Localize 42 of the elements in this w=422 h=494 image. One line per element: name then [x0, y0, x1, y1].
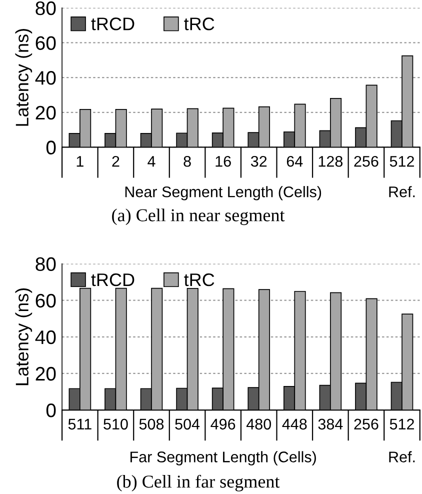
x-tick-label: 256: [354, 418, 378, 430]
text: (b) Cell in far segment: [117, 474, 280, 492]
x-tick-label: 480: [246, 418, 272, 430]
text: Ref.: [389, 451, 415, 462]
y-axis-title: Latency (ns): [15, 288, 32, 386]
x-tick-label: 496: [210, 418, 236, 430]
x-tick-label: 508: [139, 418, 164, 430]
x-tick-label: 511: [68, 418, 92, 430]
x-tick-label: 512: [390, 418, 414, 430]
x-tick-label: 128: [318, 156, 343, 167]
x-tick-label: 384: [318, 418, 343, 430]
x-tick-label: 8: [184, 156, 191, 167]
text: Ref.: [389, 186, 415, 198]
y-axis-title: Latency (ns): [15, 29, 32, 126]
x-axis-title: Far Segment Length (Cells): [130, 451, 316, 466]
y-tick-label: 60: [36, 36, 56, 50]
x-tick-label: 16: [216, 156, 231, 167]
y-tick-label: 0: [46, 403, 56, 418]
x-axis-title: Near Segment Length (Cells): [125, 186, 322, 200]
y-tick-label: 20: [36, 366, 56, 381]
x-tick-label: 64: [286, 156, 303, 167]
x-tick-label: 1: [76, 156, 84, 167]
y-tick-label: 80: [36, 1, 56, 16]
legend-label: tRCD: [91, 18, 134, 30]
legend-label: tRC: [184, 18, 214, 30]
y-tick-label: 40: [35, 330, 56, 344]
x-tick-label: 448: [282, 418, 307, 430]
y-tick-label: 0: [46, 140, 56, 154]
x-tick-label: 510: [104, 418, 128, 430]
x-tick-label: 32: [250, 156, 267, 167]
y-tick-label: 60: [36, 294, 56, 308]
text: (a) Cell in near segment: [112, 208, 285, 226]
x-tick-label: 4: [148, 156, 156, 167]
x-tick-label: 504: [175, 418, 200, 430]
x-tick-label: 2: [112, 156, 120, 167]
y-tick-label: 80: [36, 257, 56, 272]
x-tick-label: 256: [354, 156, 378, 167]
y-tick-label: 20: [36, 106, 56, 120]
x-tick-label: 512: [390, 156, 414, 167]
legend-label: tRCD: [91, 273, 134, 286]
y-tick-label: 40: [35, 71, 56, 85]
legend-label: tRC: [184, 273, 214, 286]
